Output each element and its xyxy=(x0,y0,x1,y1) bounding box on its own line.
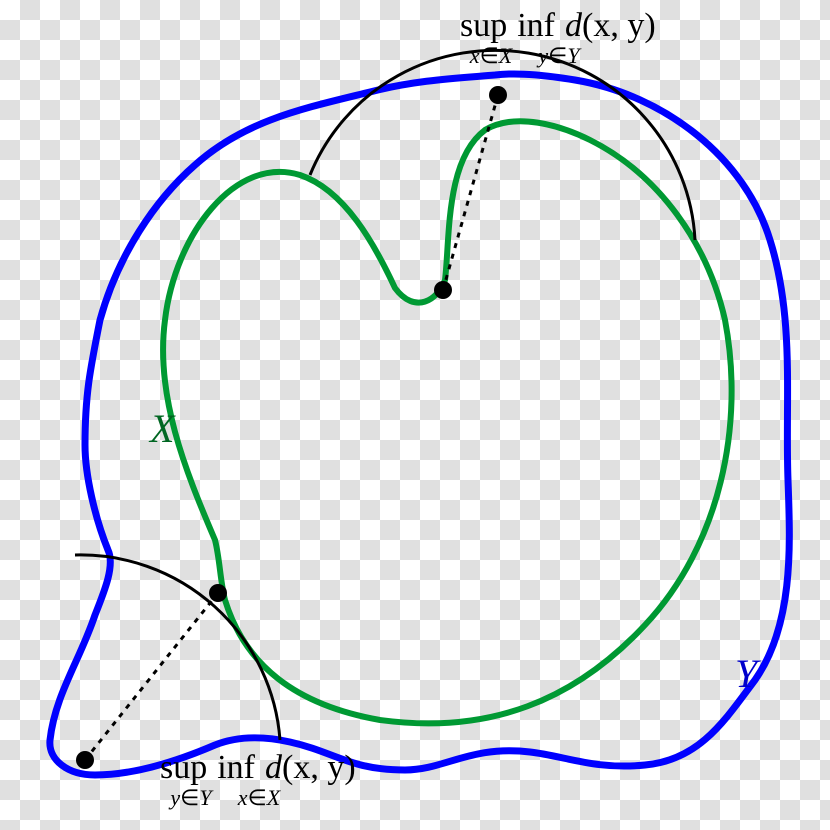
point-top-on-Y xyxy=(489,86,507,104)
sup-domain: x∈X xyxy=(460,44,522,67)
formula-bottom: sup inf d (x, y) y∈Y x∈X xyxy=(160,750,356,809)
inf-domain: y∈Y xyxy=(528,44,590,67)
arc-top xyxy=(310,50,695,240)
d-text: d xyxy=(565,8,582,44)
d-text: d xyxy=(265,750,282,786)
diagram-svg xyxy=(0,0,830,830)
distance-line-bottom xyxy=(85,593,218,760)
point-top-on-X xyxy=(434,281,452,299)
sup-text: sup xyxy=(160,750,207,786)
label-X: X xyxy=(150,405,174,452)
point-bottom-on-Y xyxy=(76,751,94,769)
sup-text: sup xyxy=(460,8,507,44)
formula-top: sup inf d (x, y) x∈X y∈Y xyxy=(460,8,656,67)
inf-domain: x∈X xyxy=(228,786,290,809)
args-text: (x, y) xyxy=(582,8,656,44)
point-bottom-on-X xyxy=(209,584,227,602)
curve-X xyxy=(163,121,732,723)
inf-text: inf xyxy=(217,750,255,786)
inf-text: inf xyxy=(517,8,555,44)
sup-domain: y∈Y xyxy=(160,786,222,809)
label-Y: Y xyxy=(735,650,757,697)
args-text: (x, y) xyxy=(282,750,356,786)
